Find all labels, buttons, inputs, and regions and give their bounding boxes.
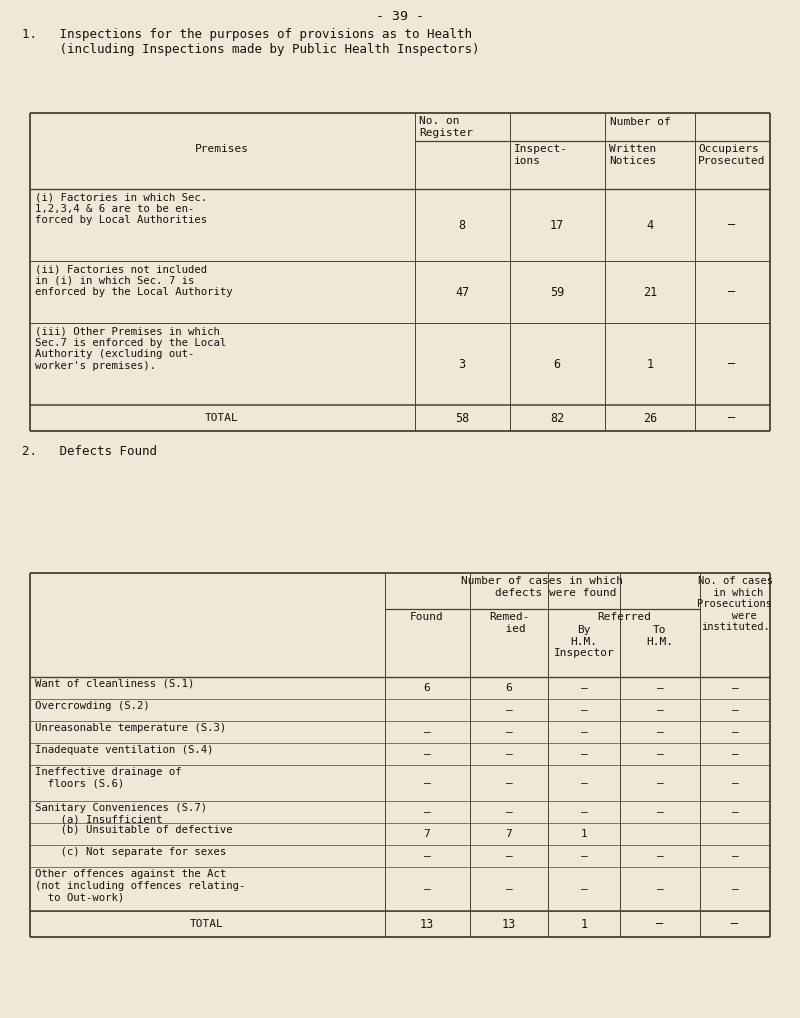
Text: Found: Found — [410, 612, 444, 622]
Text: —: — — [424, 851, 430, 861]
Text: TOTAL: TOTAL — [205, 413, 239, 423]
Text: —: — — [732, 683, 738, 693]
Text: —: — — [581, 884, 587, 894]
Text: No. on
Register: No. on Register — [419, 116, 473, 137]
Text: —: — — [506, 705, 512, 715]
Text: Inspect-
ions: Inspect- ions — [514, 144, 568, 166]
Text: —: — — [729, 285, 735, 298]
Text: —: — — [657, 851, 663, 861]
Text: Number of cases in which
    defects were found: Number of cases in which defects were fo… — [461, 576, 623, 598]
Text: —: — — [657, 705, 663, 715]
Text: 82: 82 — [550, 411, 564, 425]
Text: - 39 -: - 39 - — [376, 10, 424, 23]
Text: 6: 6 — [506, 683, 512, 693]
Text: 59: 59 — [550, 285, 564, 298]
Text: 13: 13 — [420, 917, 434, 930]
Text: (b) Unsuitable of defective: (b) Unsuitable of defective — [35, 825, 233, 835]
Text: —: — — [732, 807, 738, 817]
Text: —: — — [729, 219, 735, 231]
Text: Written
Notices: Written Notices — [609, 144, 656, 166]
Text: 6: 6 — [424, 683, 430, 693]
Text: (including Inspections made by Public Health Inspectors): (including Inspections made by Public He… — [22, 43, 479, 56]
Text: 1.   Inspections for the purposes of provisions as to Health: 1. Inspections for the purposes of provi… — [22, 29, 472, 41]
Text: —: — — [732, 749, 738, 759]
Text: —: — — [581, 851, 587, 861]
Text: 1: 1 — [646, 357, 654, 371]
Text: (c) Not separate for sexes: (c) Not separate for sexes — [35, 847, 226, 857]
Text: —: — — [581, 778, 587, 788]
Text: —: — — [424, 727, 430, 737]
Text: Ineffective drainage of
  floors (S.6): Ineffective drainage of floors (S.6) — [35, 767, 182, 789]
Text: 47: 47 — [455, 285, 469, 298]
Text: 4: 4 — [646, 219, 654, 231]
Text: —: — — [424, 884, 430, 894]
Text: 1: 1 — [581, 829, 587, 839]
Text: 7: 7 — [424, 829, 430, 839]
Text: (iii) Other Premises in which
Sec.7 is enforced by the Local
Authority (excludin: (iii) Other Premises in which Sec.7 is e… — [35, 326, 226, 371]
Text: Remed-
  ied: Remed- ied — [489, 612, 530, 633]
Text: TOTAL: TOTAL — [190, 919, 224, 929]
Text: 7: 7 — [506, 829, 512, 839]
Text: —: — — [424, 778, 430, 788]
Text: —: — — [424, 749, 430, 759]
Text: —: — — [657, 683, 663, 693]
Text: 3: 3 — [458, 357, 466, 371]
Text: Occupiers
Prosecuted: Occupiers Prosecuted — [698, 144, 766, 166]
Text: —: — — [732, 778, 738, 788]
Text: 6: 6 — [554, 357, 561, 371]
Text: 26: 26 — [643, 411, 657, 425]
Text: 8: 8 — [458, 219, 466, 231]
Text: —: — — [506, 851, 512, 861]
Text: 13: 13 — [502, 917, 516, 930]
Text: Sanitary Conveniences (S.7)
    (a) Insufficient: Sanitary Conveniences (S.7) (a) Insuffic… — [35, 803, 207, 825]
Text: —: — — [506, 749, 512, 759]
Text: —: — — [731, 917, 738, 930]
Text: Want of cleanliness (S.1): Want of cleanliness (S.1) — [35, 679, 194, 689]
Text: —: — — [657, 727, 663, 737]
Text: —: — — [657, 807, 663, 817]
Text: —: — — [657, 917, 663, 930]
Text: —: — — [581, 683, 587, 693]
Text: —: — — [657, 749, 663, 759]
Text: (i) Factories in which Sec.
1,2,3,4 & 6 are to be en-
forced by Local Authoritie: (i) Factories in which Sec. 1,2,3,4 & 6 … — [35, 192, 207, 225]
Text: —: — — [506, 778, 512, 788]
Text: To
H.M.: To H.M. — [646, 625, 674, 646]
Text: —: — — [581, 749, 587, 759]
Text: —: — — [506, 807, 512, 817]
Text: —: — — [729, 357, 735, 371]
Text: 58: 58 — [455, 411, 469, 425]
Text: 1: 1 — [581, 917, 587, 930]
Text: Unreasonable temperature (S.3): Unreasonable temperature (S.3) — [35, 723, 226, 733]
Text: —: — — [581, 705, 587, 715]
Text: —: — — [657, 884, 663, 894]
Text: Overcrowding (S.2): Overcrowding (S.2) — [35, 701, 150, 711]
Text: —: — — [732, 851, 738, 861]
Text: —: — — [581, 727, 587, 737]
Text: —: — — [732, 705, 738, 715]
Text: (ii) Factories not included
in (i) in which Sec. 7 is
enforced by the Local Auth: (ii) Factories not included in (i) in wh… — [35, 264, 233, 297]
Text: Premises: Premises — [195, 144, 249, 154]
Text: Referred: Referred — [597, 612, 651, 622]
Text: —: — — [506, 727, 512, 737]
Text: —: — — [729, 411, 735, 425]
Text: —: — — [732, 727, 738, 737]
Text: —: — — [732, 884, 738, 894]
Text: —: — — [506, 884, 512, 894]
Text: —: — — [581, 807, 587, 817]
Text: 17: 17 — [550, 219, 564, 231]
Text: 2.   Defects Found: 2. Defects Found — [22, 445, 157, 458]
Text: Inadequate ventilation (S.4): Inadequate ventilation (S.4) — [35, 745, 214, 755]
Text: No. of cases
 in which
Prosecutions
   were
instituted.: No. of cases in which Prosecutions were … — [698, 576, 773, 632]
Text: —: — — [424, 807, 430, 817]
Text: —: — — [657, 778, 663, 788]
Text: Number of: Number of — [610, 117, 670, 127]
Text: Other offences against the Act
(not including offences relating-
  to Out-work): Other offences against the Act (not incl… — [35, 869, 246, 902]
Text: 21: 21 — [643, 285, 657, 298]
Text: By
H.M.
Inspector: By H.M. Inspector — [554, 625, 614, 659]
